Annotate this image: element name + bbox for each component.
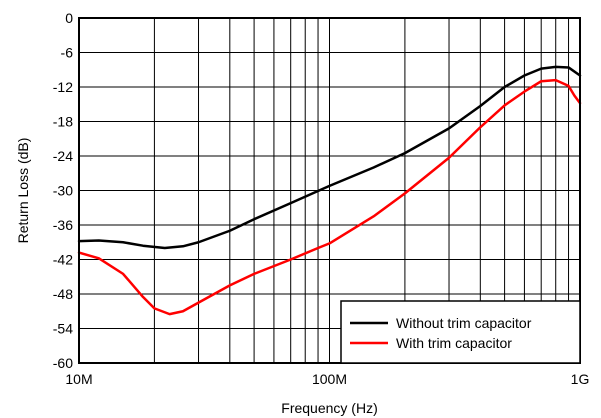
y-tick-label: -48 bbox=[53, 286, 73, 302]
y-tick-label: -18 bbox=[53, 114, 73, 130]
y-tick-label: -36 bbox=[53, 217, 73, 233]
series-line-0 bbox=[77, 65, 582, 250]
y-tick-label: -6 bbox=[61, 45, 74, 61]
x-tick-labels: 10M 100M 1G bbox=[65, 371, 589, 387]
y-tick-label: -60 bbox=[53, 355, 73, 371]
y-tick-label: -24 bbox=[53, 148, 73, 164]
legend-label-with-trim: With trim capacitor bbox=[396, 335, 512, 351]
y-tick-label: 0 bbox=[65, 10, 73, 26]
y-tick-label: -42 bbox=[53, 252, 73, 268]
y-tick-label: -54 bbox=[53, 321, 73, 337]
series-line-1 bbox=[77, 78, 582, 316]
series-layer bbox=[77, 65, 582, 316]
x-tick-label: 100M bbox=[312, 371, 347, 387]
y-axis-label: Return Loss (dB) bbox=[15, 138, 31, 244]
y-tick-label: -12 bbox=[53, 79, 73, 95]
x-axis-label: Frequency (Hz) bbox=[281, 400, 377, 416]
x-tick-label: 10M bbox=[65, 371, 92, 387]
legend: Without trim capacitor With trim capacit… bbox=[340, 300, 581, 364]
plot-frame bbox=[78, 17, 581, 364]
y-tick-label: -30 bbox=[53, 183, 73, 199]
x-tick-label: 1G bbox=[571, 371, 590, 387]
legend-box bbox=[340, 300, 581, 364]
y-tick-labels: 0 -6 -12 -18 -24 -30 -36 -42 -48 -54 -60 bbox=[53, 10, 73, 371]
legend-label-without-trim: Without trim capacitor bbox=[396, 315, 532, 331]
